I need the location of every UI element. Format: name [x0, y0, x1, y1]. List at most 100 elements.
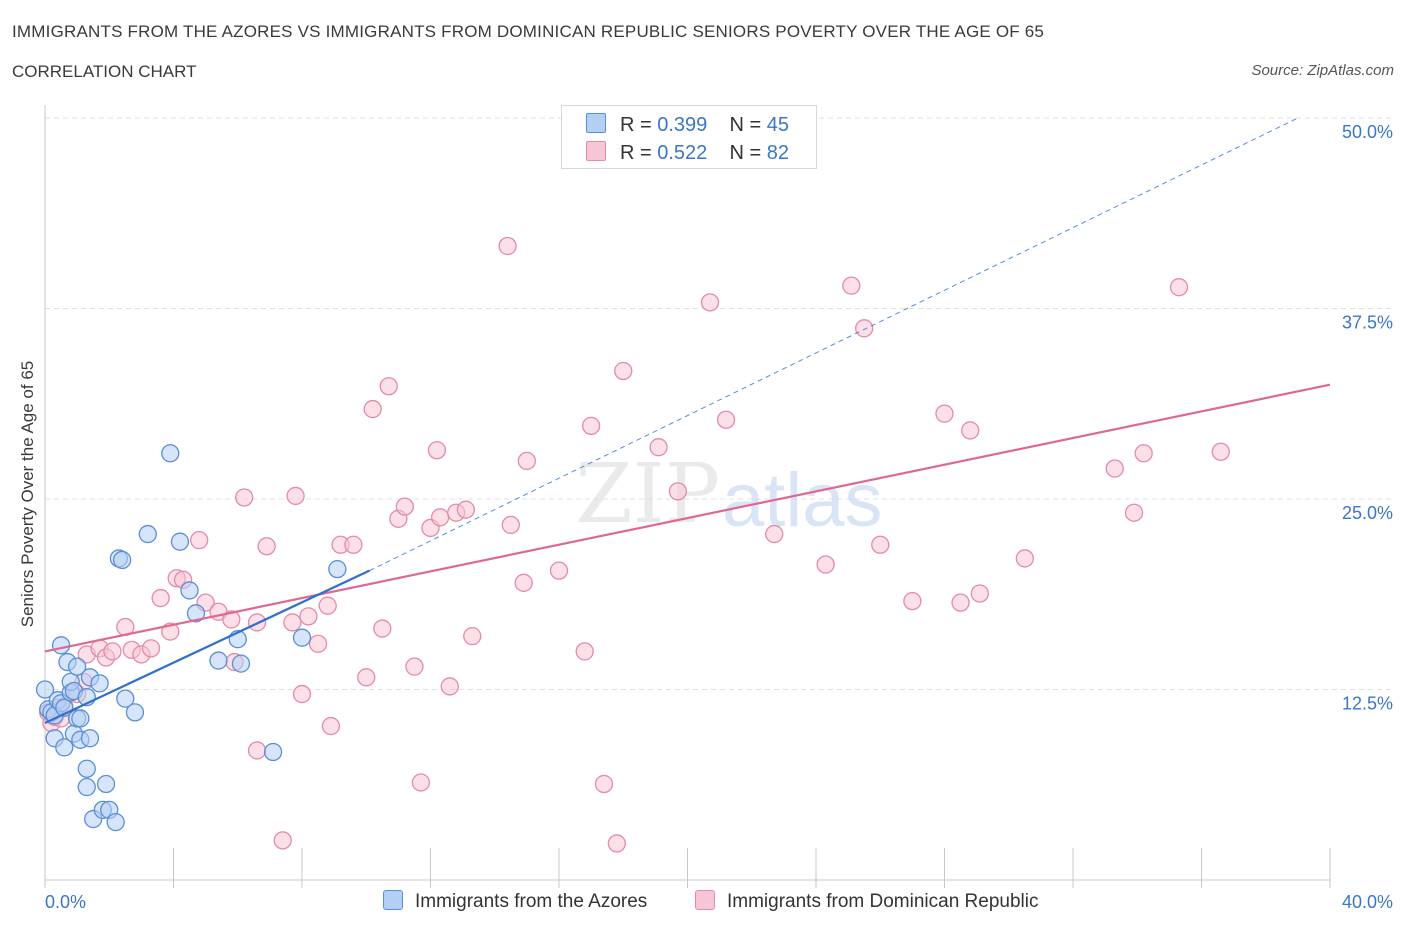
dominican-point: [357, 668, 376, 687]
azores-point: [328, 559, 347, 579]
dominican-point: [292, 684, 312, 704]
azores-point: [71, 709, 90, 728]
dominican-point: [235, 488, 254, 507]
azores-point: [67, 657, 87, 676]
legend-item-azores: Immigrants from the Azores: [383, 890, 647, 913]
dominican-trend-line: [44, 383, 1331, 653]
dominican-point: [765, 524, 784, 544]
dominican-point: [816, 555, 835, 574]
azores-point: [80, 729, 100, 748]
dominican-point: [247, 741, 267, 760]
dominican-point: [594, 774, 614, 794]
azores-point: [116, 689, 135, 708]
dominican-point: [427, 441, 447, 460]
dominican-point: [1105, 459, 1124, 478]
dominican-point: [581, 416, 601, 435]
x-tick-label-min: 0.0%: [45, 892, 86, 912]
dominican-point: [951, 593, 970, 612]
dominican-point: [871, 535, 890, 554]
dominican-point: [379, 377, 398, 396]
r-value-azores: 0.399: [657, 114, 708, 136]
dominican-point: [970, 584, 989, 603]
gridlines: [45, 117, 1395, 690]
azores-point: [90, 674, 109, 693]
azores-trend-extension: [369, 117, 1299, 572]
dominican-point: [1169, 278, 1189, 297]
dominican-point: [614, 361, 633, 381]
dominican-point: [363, 399, 382, 419]
dominican-point: [517, 451, 537, 471]
dominican-point: [321, 716, 341, 736]
dominican-point: [286, 486, 305, 506]
dominican-point: [935, 404, 954, 423]
dominican-point: [607, 834, 626, 853]
correlation-legend: R = 0.399 N = 45 R = 0.522 N = 82: [561, 105, 817, 169]
dominican-point: [103, 642, 122, 661]
trend-lines: [44, 117, 1331, 725]
dominican-point: [1211, 442, 1230, 461]
azores-point: [96, 774, 116, 794]
y-tick-label: 37.5%: [1342, 313, 1393, 333]
dominican-point: [273, 831, 292, 850]
azores-point: [180, 581, 199, 600]
dominican-point: [318, 596, 337, 615]
dominican-point: [411, 773, 431, 792]
azores-point: [55, 738, 74, 757]
dominican-point: [549, 561, 569, 580]
dominican-point: [842, 276, 861, 295]
azores-point: [170, 532, 190, 551]
source-label: Source: ZipAtlas.com: [1251, 62, 1394, 79]
azores-point: [35, 680, 55, 699]
legend-row-azores: R = 0.399 N = 45: [586, 113, 789, 137]
azores-point: [77, 759, 96, 778]
azores-point: [231, 654, 251, 673]
series-dominican-republic: [39, 236, 1230, 853]
azores-trend-line: [44, 569, 370, 725]
r-label: R =: [620, 142, 652, 164]
y-tick-labels: 12.5% 25.0% 37.5% 50.0%: [1342, 122, 1393, 714]
azores-legend-swatch: [383, 890, 403, 910]
dominican-point: [1015, 549, 1034, 568]
dominican-point: [1124, 503, 1144, 522]
azores-point: [51, 636, 71, 655]
n-value-dominican: 82: [766, 142, 790, 164]
legend-item-dominican: Immigrants from Dominican Republic: [695, 890, 1039, 913]
azores-point: [263, 742, 283, 762]
dominican-point: [405, 657, 424, 676]
dominican-point: [961, 421, 980, 440]
y-axis-label: Seniors Poverty Over the Age of 65: [18, 361, 37, 627]
dominican-point: [283, 613, 302, 632]
r-value-dominican: 0.522: [657, 142, 708, 164]
dominican-point: [463, 627, 482, 646]
dominican-point: [308, 634, 328, 653]
dominican-point: [903, 591, 922, 611]
legend-label-dominican: Immigrants from Dominican Republic: [727, 891, 1039, 912]
azores-point: [138, 524, 157, 544]
azores-swatch: [586, 113, 606, 133]
chart-subtitle: CORRELATION CHART: [12, 62, 197, 81]
dominican-point: [299, 607, 318, 626]
dominican-point: [668, 482, 688, 501]
dominican-point: [498, 236, 517, 256]
n-label: N =: [729, 114, 762, 136]
dominican-point: [575, 642, 594, 661]
n-value-azores: 45: [766, 114, 790, 136]
dominican-point: [716, 410, 736, 429]
azores-point: [125, 703, 145, 722]
dominican-point: [222, 610, 241, 629]
n-label: N =: [729, 142, 762, 164]
dominican-point: [700, 293, 720, 312]
y-tick-label: 50.0%: [1342, 122, 1393, 142]
dominican-point: [514, 573, 533, 592]
dominican-point: [257, 537, 276, 556]
chart-title: IMMIGRANTS FROM THE AZORES VS IMMIGRANTS…: [12, 22, 1045, 41]
legend-row-dominican: R = 0.522 N = 82: [586, 141, 789, 165]
dominican-point: [1134, 444, 1153, 463]
y-tick-label: 25.0%: [1342, 503, 1393, 523]
azores-point: [209, 651, 228, 670]
azores-point: [292, 628, 312, 647]
azores-point: [112, 550, 132, 570]
dominican-point: [440, 677, 459, 696]
x-tick-label-max: 40.0%: [1342, 892, 1393, 912]
azores-point: [77, 777, 96, 797]
